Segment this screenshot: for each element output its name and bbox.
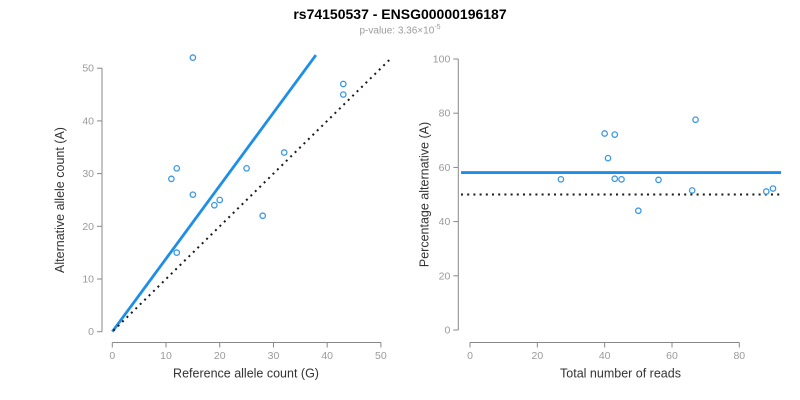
- x-tick-label: 40: [599, 350, 611, 362]
- x-tick-label: 10: [160, 350, 172, 362]
- data-point: [692, 116, 699, 124]
- data-point: [189, 191, 197, 199]
- x-tick-label: 20: [531, 350, 543, 362]
- x-tick-label: 50: [375, 350, 387, 362]
- data-point: [769, 185, 777, 192]
- x-tick-label: 0: [467, 350, 473, 362]
- x-tick-label: 20: [214, 350, 226, 362]
- y-axis-title: Alternative allele count (A): [53, 127, 67, 273]
- data-point: [280, 149, 288, 156]
- pvalue-subtitle: p-value: 3.36×10-5: [0, 24, 800, 36]
- data-point: [168, 175, 175, 183]
- data-point: [339, 91, 347, 98]
- y-tick-label: 20: [82, 221, 94, 233]
- data-point: [259, 212, 267, 220]
- fit-line: [111, 54, 318, 333]
- data-point: [173, 164, 181, 172]
- x-axis-title: Reference allele count (G): [173, 367, 319, 381]
- y-tick-label: 20: [439, 270, 451, 282]
- x-tick-label: 30: [268, 350, 280, 362]
- data-point: [634, 207, 642, 215]
- data-point: [216, 196, 224, 204]
- data-point: [211, 201, 218, 209]
- y-tick-label: 60: [439, 162, 451, 174]
- data-point: [243, 164, 250, 172]
- pvalue-exponent: -5: [434, 24, 441, 31]
- data-point: [655, 176, 662, 184]
- data-point: [688, 187, 696, 194]
- y-tick-label: 0: [88, 326, 94, 338]
- y-tick-label: 40: [439, 216, 451, 228]
- x-axis-title: Total number of reads: [560, 367, 681, 381]
- x-tick-label: 0: [109, 350, 115, 362]
- data-point: [557, 175, 565, 183]
- y-tick-label: 30: [82, 168, 94, 180]
- data-point: [189, 54, 197, 62]
- x-tick-label: 40: [321, 350, 333, 362]
- y-tick-label: 50: [82, 63, 94, 75]
- data-point: [339, 80, 347, 88]
- page-title: rs74150537 - ENSG00000196187: [293, 6, 507, 22]
- identity-line: [112, 56, 393, 332]
- x-tick-label: 60: [666, 350, 678, 362]
- data-point: [611, 175, 619, 183]
- y-axis-title: Percentage alternative (A): [418, 122, 432, 267]
- data-point: [762, 188, 770, 195]
- y-tick-label: 40: [82, 115, 94, 127]
- data-point: [611, 131, 619, 138]
- data-point: [173, 249, 181, 256]
- y-tick-label: 80: [439, 108, 451, 120]
- data-point: [604, 154, 612, 162]
- data-point: [618, 175, 625, 183]
- y-tick-label: 10: [82, 274, 94, 286]
- data-point: [601, 130, 609, 137]
- y-tick-label: 0: [444, 325, 450, 337]
- y-tick-label: 100: [433, 54, 451, 66]
- pvalue-text: p-value: 3.36×10: [359, 25, 435, 37]
- x-tick-label: 80: [733, 350, 745, 362]
